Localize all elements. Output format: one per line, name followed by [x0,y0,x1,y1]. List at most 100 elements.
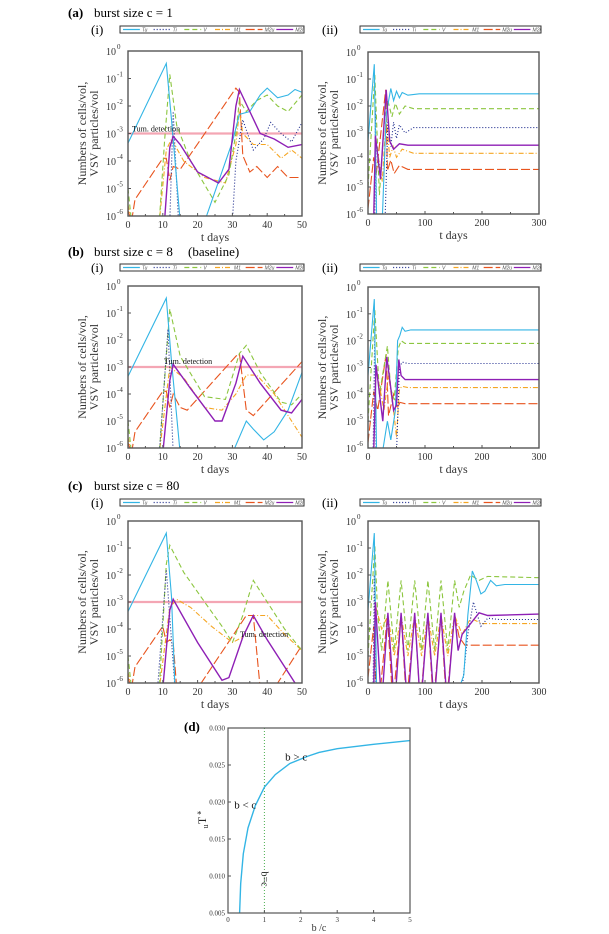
y-tick-label: 10 [106,417,116,428]
legend-label: Tu [382,27,388,33]
plot-frame [367,51,540,215]
legend-label: M2i [533,27,542,33]
b-equals-c-label: b=c [258,871,269,887]
legend-item-m2u: M2u [245,500,275,506]
y-tick-label: 10 [106,336,116,347]
y-tick-exponent: -4 [117,621,123,629]
y-tick-label: 10 [106,679,116,690]
series-m2i [373,601,539,683]
y-axis-label-line1: Numbers of cells/vol, [315,81,329,185]
series-m2u [128,352,302,448]
y-tick-label: 10 [346,102,356,113]
x-tick-label: 30 [227,220,237,231]
x-tick-label: 300 [532,687,547,698]
x-tick-label: 100 [418,218,433,229]
y-tick-exponent: -1 [357,540,363,548]
legend-label: M2u [265,265,275,271]
x-axis-label: t days [439,228,468,242]
detection-label: Tum. detection [240,630,288,639]
legend-label: V [442,265,446,271]
series-group [368,533,539,683]
y-tick-label: 10 [106,444,116,455]
legend-item-m2i: M2i [513,265,541,271]
y-axis-label: T [195,816,209,824]
legend-item-v: V [184,500,207,506]
legend-item-tu: Tu [363,500,387,506]
series-group [368,299,539,448]
y-tick-exponent: -5 [357,648,363,656]
y-axis-label-line2: VSV particles/vol [87,558,101,645]
series-m2i [373,89,539,214]
series-v [128,308,302,448]
y-tick-label: 10 [106,102,116,113]
y-tick-exponent: -5 [357,179,363,187]
legend-item-m1: M1 [453,500,479,506]
y-axis-label-line1: Numbers of cells/vol, [75,315,89,419]
legend-label: Ti [173,27,178,33]
panel-b-title: burst size c = 8 [94,244,173,259]
legend-label: M2u [502,265,512,271]
y-tick-exponent: -3 [117,359,123,367]
series-v [368,545,539,657]
y-tick-label: 10 [346,544,356,555]
y-tick-exponent: -6 [117,675,123,683]
series-v [368,74,539,196]
series-v [128,74,302,216]
series-v [128,543,302,683]
x-tick-label: 5 [408,916,412,924]
x-tick-label: 50 [297,687,307,698]
legend: Tu Ti V M1 M2u M2i [119,498,305,507]
x-tick-label: 1 [263,916,267,924]
y-tick-label: 10 [106,309,116,320]
legend-item-tu: Tu [123,500,148,506]
y-tick-exponent: -1 [117,71,123,79]
y-tick-exponent: -4 [357,386,363,394]
y-tick-exponent: 0 [357,279,361,287]
plot-frame [367,520,540,684]
legend-label: Tu [382,500,388,506]
legend-item-m2i: M2i [276,500,304,506]
y-tick-exponent: -6 [117,440,123,448]
series-m2u [128,614,302,683]
y-tick-exponent: -2 [357,567,363,575]
panel-c-title: burst size c = 80 [94,478,179,493]
y-tick-exponent: -1 [117,305,123,313]
y-tick-exponent: -6 [357,440,363,448]
series-m1 [373,367,539,448]
y-tick-exponent: -3 [357,125,363,133]
legend: Tu Ti V M1 M2u M2i [359,498,542,507]
y-tick-exponent: -6 [357,206,363,214]
legend-label: V [442,27,446,33]
y-tick-label: 10 [346,310,356,321]
x-axis-label: t days [201,230,230,244]
x-tick-label: 10 [158,452,168,463]
legend-box [359,498,542,507]
y-axis-label-line2: VSV particles/vol [87,90,101,177]
legend-label: V [442,500,446,506]
series-tu [128,61,302,216]
y-tick-exponent: -3 [357,594,363,602]
y-tick-label: 0.025 [209,762,225,770]
plot-frame [227,727,411,914]
x-tick-label: 20 [193,452,203,463]
x-tick-label: 10 [158,687,168,698]
y-tick-exponent: 0 [117,43,121,51]
y-tick-exponent: -3 [117,126,123,134]
panel-c-sub-ii: (ii) [322,495,338,510]
legend-label: Ti [173,500,178,506]
panel-c-letter: (c) [68,478,82,493]
y-tick-label: 10 [106,75,116,86]
annotation-b-greater-c: b > c [285,752,307,764]
legend-label: V [203,500,207,506]
y-tick-exponent: -2 [117,332,123,340]
y-tick-exponent: -5 [117,181,123,189]
y-axis-label-line1: Numbers of cells/vol, [315,316,329,420]
panel-b-subtitle: (baseline) [188,244,239,259]
legend-item-v: V [423,265,446,271]
legend-label: M2i [295,27,304,33]
panel-a-sub-i: (i) [91,22,103,37]
y-axis-label-line1: Numbers of cells/vol, [75,82,89,186]
x-axis-label: t days [439,697,468,711]
